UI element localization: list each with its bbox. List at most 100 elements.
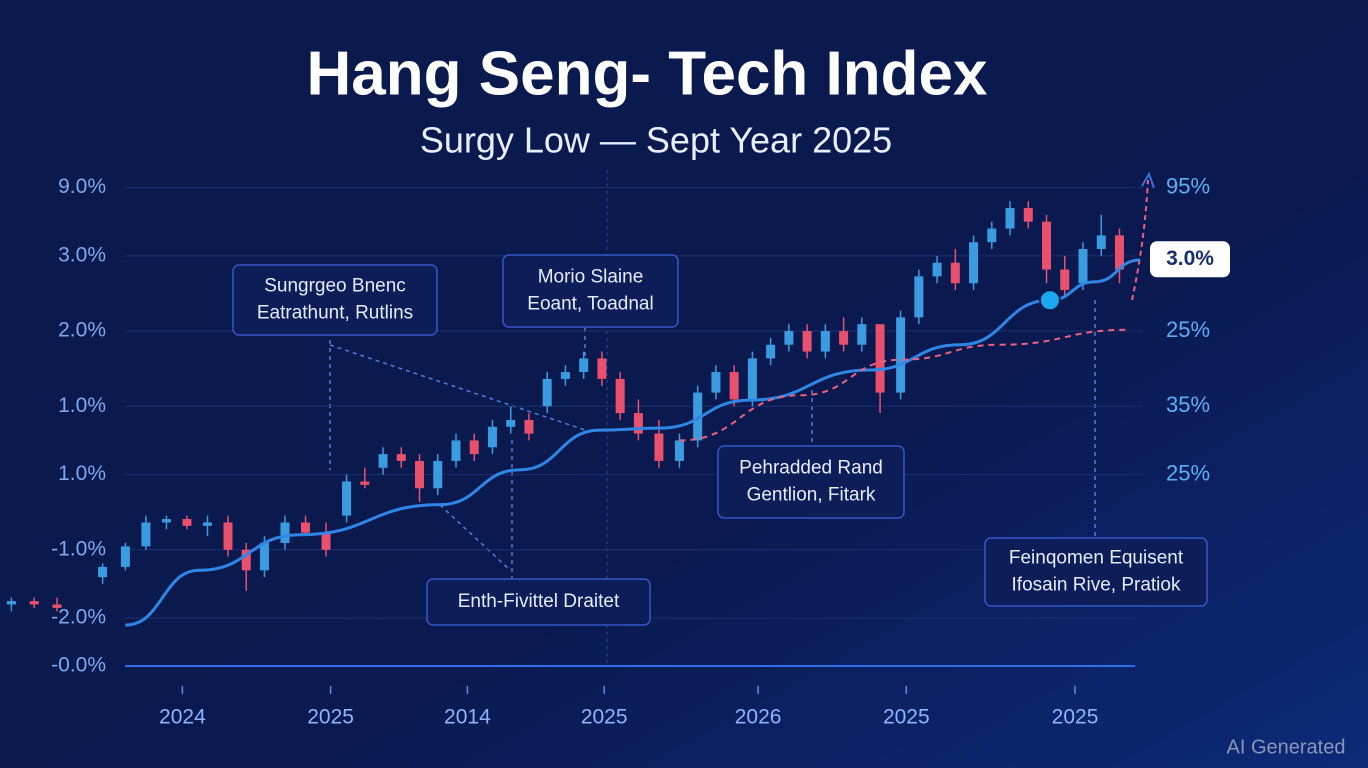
x-tick-label: 2025 bbox=[883, 706, 930, 729]
y-tick-label: -0.0% bbox=[51, 654, 106, 677]
candle-body bbox=[141, 522, 151, 547]
candle-body bbox=[969, 242, 979, 284]
candle-body bbox=[932, 262, 942, 277]
y2-tick-label: 95% bbox=[1166, 173, 1210, 198]
chart-title: Hang Seng- Tech Index bbox=[307, 39, 988, 108]
candle-body bbox=[1114, 235, 1124, 270]
candle-body bbox=[950, 262, 960, 284]
annotation-text: Enth-Fivittel Draitet bbox=[458, 591, 620, 612]
y-tick-label: -2.0% bbox=[51, 606, 106, 629]
y2-tick-label: 25% bbox=[1166, 317, 1210, 342]
candle-body bbox=[223, 522, 233, 550]
candle-body bbox=[820, 331, 830, 352]
candle-body bbox=[524, 419, 534, 434]
candle-body bbox=[280, 522, 290, 543]
candle-body bbox=[875, 324, 885, 393]
candle-body bbox=[729, 372, 739, 400]
candle-body bbox=[1078, 249, 1088, 284]
candle-body bbox=[987, 228, 997, 243]
y2-tick-label: 35% bbox=[1166, 392, 1210, 417]
candle-body bbox=[29, 601, 39, 605]
y-tick-label: 9.0% bbox=[58, 175, 106, 198]
trend-marker bbox=[1038, 289, 1061, 312]
candle-body bbox=[378, 454, 388, 468]
chart-subtitle: Surgy Low — Sept Year 2025 bbox=[420, 120, 892, 161]
annotation-text: Eatrathunt, Rutlins bbox=[257, 303, 413, 324]
connector-lines bbox=[329, 300, 1096, 578]
y-tick-label: 1.0% bbox=[58, 462, 106, 485]
watermark: AI Generated bbox=[1227, 736, 1346, 758]
annotation-box bbox=[232, 264, 438, 336]
candle-body bbox=[674, 440, 684, 461]
candle-body bbox=[542, 378, 552, 407]
annotation-box bbox=[984, 537, 1208, 607]
annotation-box bbox=[502, 254, 679, 328]
candle-body bbox=[342, 481, 352, 516]
candle-body bbox=[633, 413, 643, 434]
x-tick-label: 2025 bbox=[581, 706, 628, 729]
candle-body bbox=[1060, 269, 1070, 291]
annotation-box bbox=[426, 578, 651, 626]
y-tick-label: 3.0% bbox=[58, 243, 106, 266]
candle-body bbox=[784, 331, 794, 345]
candle-body bbox=[1023, 208, 1033, 222]
annotation-text: Pehradded Rand bbox=[739, 458, 883, 479]
candle-body bbox=[433, 460, 443, 489]
candle-body bbox=[597, 358, 607, 379]
candle-body bbox=[711, 372, 721, 393]
y2-tick-label: 3.0% bbox=[1166, 247, 1214, 270]
plot: 9.0% 3.0% 2.0% 1.0% 1.0% -1.0% -2.0% -0.0% 95% 3.… bbox=[6, 173, 1230, 729]
candle-body bbox=[415, 460, 425, 489]
y-tick-label: 2.0% bbox=[58, 319, 106, 342]
y-tick-label: -1.0% bbox=[51, 537, 106, 560]
annotation-text: Gentlion, Fitark bbox=[747, 485, 876, 506]
y2-tick-label: 25% bbox=[1166, 460, 1210, 485]
candle-body bbox=[506, 419, 516, 427]
candle-body bbox=[579, 358, 589, 373]
candle-body bbox=[615, 378, 625, 414]
candle-body bbox=[560, 372, 570, 379]
candle-body bbox=[487, 426, 497, 448]
candle-body bbox=[1005, 208, 1015, 229]
candle-body bbox=[1042, 221, 1052, 270]
x-tick-label: 2025 bbox=[307, 706, 354, 729]
candle-body bbox=[6, 601, 16, 605]
candle-body bbox=[182, 519, 192, 526]
candle-body bbox=[301, 522, 311, 533]
x-tick-label: 2024 bbox=[159, 706, 206, 729]
trend-arrow bbox=[1131, 179, 1149, 301]
annotation-box bbox=[717, 445, 905, 519]
annotation-text: Morio Slaine bbox=[538, 267, 644, 288]
arrow-head bbox=[1141, 171, 1155, 189]
candle-body bbox=[839, 331, 849, 345]
candle-body bbox=[1096, 235, 1106, 250]
y-tick-label: 1.0% bbox=[58, 394, 106, 417]
annotation-text: Eoant, Toadnal bbox=[527, 294, 653, 315]
trend-line bbox=[125, 258, 1141, 627]
annotation-text: Ifosain Rive, Pratiok bbox=[1012, 575, 1181, 596]
candle-body bbox=[654, 433, 664, 461]
candle-body bbox=[161, 519, 171, 523]
y2-tick-badge bbox=[1150, 241, 1230, 278]
candle-body bbox=[259, 542, 269, 571]
x-tick-label: 2014 bbox=[444, 706, 491, 729]
trend-line bbox=[679, 328, 1130, 442]
candle-body bbox=[396, 454, 406, 461]
candle-body bbox=[451, 440, 461, 461]
candle-body bbox=[747, 358, 757, 400]
candle-body bbox=[321, 532, 331, 550]
connectors bbox=[329, 300, 1096, 578]
x-tick-label: 2026 bbox=[735, 706, 782, 729]
candle-body bbox=[360, 481, 370, 485]
candle-body bbox=[98, 566, 108, 578]
candle-body bbox=[802, 331, 812, 352]
annotation-text: Sungrgeo Bnenc bbox=[264, 276, 406, 297]
candle-body bbox=[896, 317, 906, 393]
annotation-text: Feinqomen Equisent bbox=[1009, 548, 1184, 569]
candle-body bbox=[120, 546, 130, 567]
candle-body bbox=[241, 549, 251, 571]
x-tick-label: 2025 bbox=[1052, 706, 1099, 729]
candle-body bbox=[914, 276, 924, 318]
